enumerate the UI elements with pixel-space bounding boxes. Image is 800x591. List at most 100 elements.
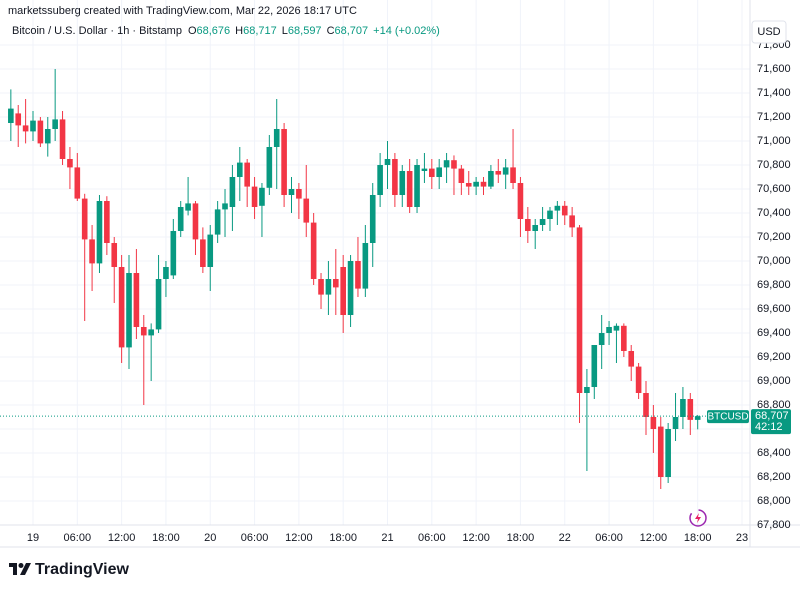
candle-body [621,325,627,351]
candle-body [694,416,701,420]
candle-body [502,167,509,175]
candle-body [539,219,546,225]
candle-body [369,195,376,243]
candle-body [554,205,561,211]
candle-body [561,205,568,216]
candle-body [288,189,295,195]
x-tick-label: 19 [27,532,39,544]
candle-body [650,417,657,429]
x-tick-label: 23 [736,532,748,544]
y-tick-label: 69,400 [757,327,791,339]
candle-body [591,345,598,387]
x-tick-label: 18:00 [507,532,535,544]
y-tick-label: 70,600 [757,183,791,195]
candle-body [392,159,398,195]
last-price-symbol: BTCUSD [707,411,748,422]
ohlc-key: H [235,25,243,37]
ohlc-value: 68,717 [243,25,277,37]
candle-body [635,366,642,393]
candle-body [495,171,502,175]
candle-body [296,189,302,199]
candle-body [133,273,140,327]
candle-body [598,333,605,345]
candle-body [89,239,95,264]
last-price-symbol-box [707,410,749,424]
candle-body [251,186,258,207]
last-price-countdown: 42:12 [755,421,783,433]
candle-body [665,429,671,477]
ohlc-value: 68,707 [335,25,369,37]
y-tick-label: 69,600 [757,303,791,315]
candle-body [266,147,273,188]
y-tick-label: 67,800 [757,519,791,531]
candle-body [340,267,346,315]
y-tick-label: 70,000 [757,255,791,267]
candle-body [44,129,51,144]
candle-body [155,279,162,330]
candle-body [8,108,14,123]
candle-body [687,399,694,420]
x-tick-label: 22 [559,532,571,544]
candle-body [584,387,590,393]
candle-body [414,165,420,207]
candle-body [222,203,228,210]
x-tick-label: 12:00 [285,532,313,544]
y-tick-label: 71,000 [757,135,791,147]
y-tick-label: 69,800 [757,279,791,291]
brand-name: TradingView [35,561,130,578]
x-tick-label: 06:00 [595,532,623,544]
candle-body [303,198,310,223]
candle-body [488,171,494,187]
candle-body [458,168,465,183]
candle-body [657,426,664,477]
x-tick-label: 18:00 [684,532,712,544]
y-tick-label: 70,200 [757,231,791,243]
y-tick-label: 70,400 [757,207,791,219]
y-tick-label: 68,400 [757,447,791,459]
candle-body [525,219,531,231]
candle-body [406,171,413,207]
candle-body [177,207,184,231]
candle-body [569,215,575,228]
attribution: marketssuberg created with TradingView.c… [8,5,357,17]
change: +14 (+0.02%) [373,25,440,37]
last-price-box [751,409,791,435]
candle-body [214,209,221,235]
candle-body [185,203,191,211]
axes: 67,80068,00068,20068,40068,60068,80069,0… [27,39,791,544]
x-tick-label: 12:00 [640,532,668,544]
x-tick-label: 20 [204,532,216,544]
candle-body [480,181,487,187]
ohlc-key: L [282,25,288,37]
x-tick-label: 06:00 [64,532,92,544]
y-tick-label: 68,800 [757,399,791,411]
candle-body [377,165,383,195]
x-tick-label: 12:00 [462,532,490,544]
candle-body [332,279,339,288]
ohlc-key: C [327,25,335,37]
x-tick-label: 06:00 [418,532,446,544]
candle-body [355,261,361,289]
candle-body [451,160,457,169]
candle-body [96,201,103,264]
candle-body [517,183,524,219]
candle-body [170,231,177,276]
brand-logo [9,563,31,575]
candle-body [140,327,147,336]
symbol-name: Bitcoin / U.S. Dollar · 1h · Bitstamp [12,25,182,37]
candle-body [281,129,287,195]
candle-body [347,261,354,315]
y-tick-label: 70,800 [757,159,791,171]
candle-body [37,120,44,144]
candle-body [429,168,435,177]
candle-body [52,119,58,129]
candle-body [421,168,428,171]
x-tick-label: 06:00 [241,532,269,544]
ohlc-key: O [188,25,197,37]
candles [0,69,750,489]
y-tick-label: 71,400 [757,87,791,99]
candle-body [236,162,243,177]
y-tick-label: 69,000 [757,375,791,387]
